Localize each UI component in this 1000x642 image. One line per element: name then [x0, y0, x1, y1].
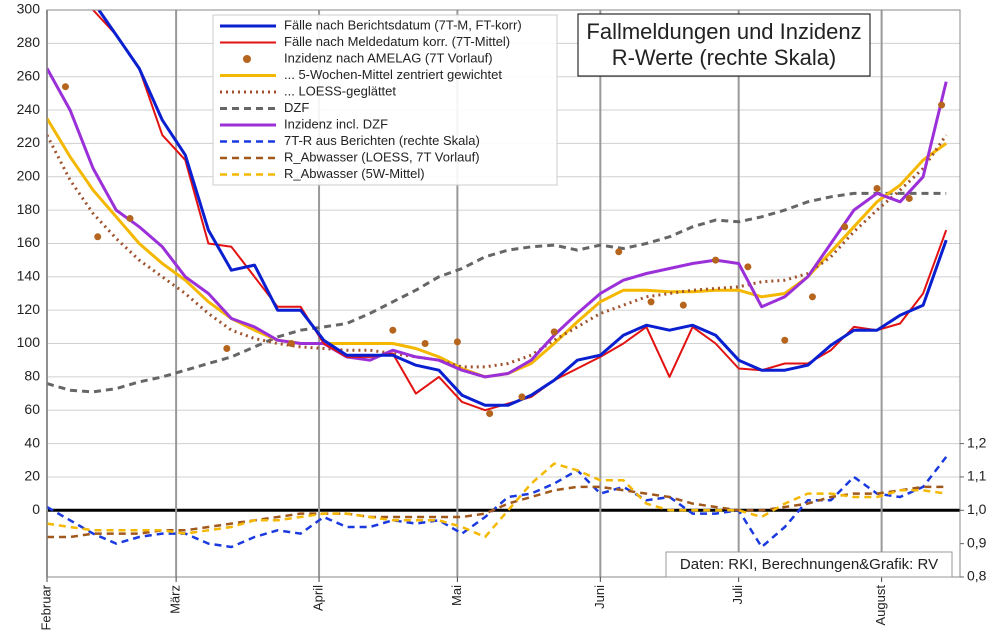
y-tick-label: 140 — [17, 268, 41, 284]
y2-tick-label: 0,9 — [967, 534, 987, 550]
y2-tick-label: 1,2 — [967, 434, 987, 450]
x-tick-label: Juli — [730, 585, 745, 605]
data-point — [486, 410, 494, 418]
data-point — [712, 256, 720, 264]
series-line — [47, 191, 947, 394]
legend-label: R_Abwasser (LOESS, 7T Vorlauf) — [284, 149, 480, 164]
data-point — [905, 194, 913, 202]
chart-subtitle: R-Werte (rechte Skala) — [612, 45, 837, 70]
legend-label: Fälle nach Meldedatum korr. (7T-Mittel) — [284, 34, 510, 49]
series-line — [97, 10, 948, 407]
legend-label: 7T-R aus Berichten (rechte Skala) — [284, 133, 480, 148]
x-tick-label: August — [873, 585, 888, 626]
y-tick-label: 60 — [24, 401, 40, 417]
data-point — [744, 263, 752, 271]
legend: Fälle nach Berichtsdatum (7T-M, FT-korr)… — [212, 14, 558, 186]
data-point — [841, 223, 849, 231]
y2-tick-label: 1,0 — [967, 501, 987, 517]
legend-label: R_Abwasser (5W-Mittel) — [284, 166, 425, 181]
data-point — [421, 340, 429, 348]
series-line — [47, 456, 948, 549]
y-tick-label: 300 — [17, 1, 41, 17]
y-tick-label: 40 — [24, 434, 40, 450]
data-point — [550, 328, 558, 336]
y2-tick-label: 1,1 — [967, 468, 987, 484]
y-tick-label: 260 — [17, 67, 41, 83]
data-point — [679, 301, 687, 309]
series-line — [47, 67, 948, 379]
y-tick-label: 180 — [17, 201, 41, 217]
y-tick-label: 160 — [17, 234, 41, 250]
legend-label: DZF — [284, 100, 309, 115]
data-point — [873, 184, 881, 192]
data-point — [223, 345, 231, 353]
source-box — [665, 551, 953, 578]
plot — [47, 10, 948, 549]
data-point — [126, 214, 134, 222]
legend-label: Inzidenz incl. DZF — [284, 116, 388, 131]
y-tick-label: 120 — [17, 301, 41, 317]
title-box — [577, 13, 871, 77]
axes: 0 20 40 60 80 100 120 140 160 180 200 220 240 260 280 3… — [17, 1, 987, 631]
data-point — [94, 233, 102, 241]
source-note: Daten: RKI, Berechnungen&Grafik: RV — [680, 556, 938, 573]
y-tick-label: 220 — [17, 134, 41, 150]
series-line — [47, 462, 947, 539]
y-tick-label: 80 — [24, 368, 40, 384]
y-tick-label: 280 — [17, 34, 41, 50]
x-tick-label: Juni — [592, 585, 607, 609]
y-tick-label: 100 — [17, 334, 41, 350]
data-point — [938, 101, 946, 109]
x-tick-label: Februar — [38, 584, 53, 630]
y2-tick-label: 0,8 — [967, 568, 987, 584]
legend-label: ... LOESS-geglättet — [284, 83, 396, 98]
data-point — [808, 293, 816, 301]
chart-title: Fallmeldungen und Inzidenz — [586, 19, 861, 44]
data-point — [781, 336, 789, 344]
data-point — [61, 83, 69, 91]
x-tick-label: Mai — [449, 585, 464, 606]
y-tick-label: 0 — [32, 501, 40, 517]
plot-frame — [46, 9, 961, 578]
data-point — [287, 340, 295, 348]
y-tick-label: 200 — [17, 167, 41, 183]
x-tick-label: März — [168, 585, 183, 614]
legend-swatch — [243, 55, 251, 63]
legend-label: ... 5-Wochen-Mittel zentriert gewichtet — [284, 67, 502, 82]
data-point — [647, 298, 655, 306]
data-point — [389, 326, 397, 334]
y-tick-label: 240 — [17, 101, 41, 117]
data-point — [615, 248, 623, 256]
series-line — [47, 134, 948, 369]
data-point — [453, 338, 461, 346]
legend-label: Fälle nach Berichtsdatum (7T-M, FT-korr) — [284, 17, 522, 32]
x-tick-label: April — [310, 585, 325, 611]
series-line — [47, 485, 947, 539]
y-tick-label: 20 — [24, 468, 40, 484]
data-point — [518, 393, 526, 401]
legend-label: Inzidenz nach AMELAG (7T Vorlauf) — [284, 50, 493, 65]
series-line — [92, 10, 948, 412]
